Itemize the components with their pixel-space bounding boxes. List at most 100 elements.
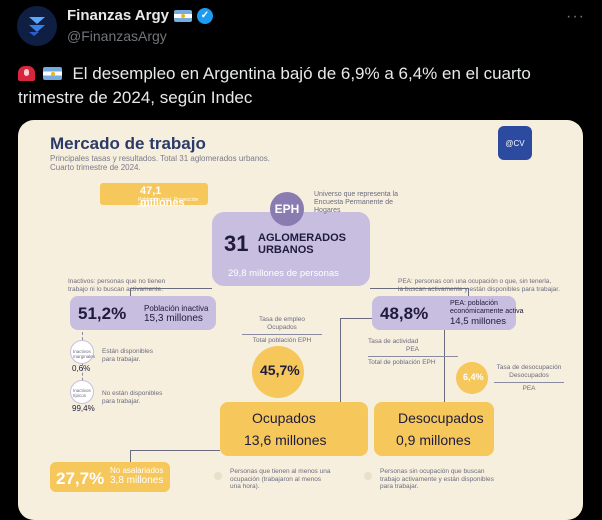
desocupados-note-2: trabajo activamente y están disponibles: [380, 475, 494, 483]
ocupados-note-3: una hora).: [230, 483, 260, 490]
no-asalariados-label-1: No asalariados: [110, 466, 164, 475]
actividad-label-1: Tasa de actividad: [368, 338, 419, 345]
siren-emoji-icon: [18, 66, 35, 81]
population-badge: 47,1 millones Población total. Proyecció…: [100, 183, 208, 209]
infographic-subtitle: Principales tasas y resultados. Total 31…: [50, 154, 270, 172]
desocupados-note-3: para trabajar.: [380, 483, 419, 490]
ocupados-value: 13,6 millones: [244, 432, 327, 448]
pea-note: PEA: personas con una ocupación o que, s…: [398, 278, 560, 293]
tweet-text: El desempleo en Argentina bajó de 6,9% a…: [18, 62, 583, 110]
tipicos-percent: 99,4%: [72, 404, 95, 413]
profile-avatar[interactable]: [17, 6, 57, 46]
verified-badge-icon: ✓: [196, 7, 213, 24]
pea-label-3: 14,5 millones: [450, 316, 506, 327]
account-name[interactable]: Finanzas Argy: [67, 7, 169, 24]
finanzas-logo-icon: [29, 17, 45, 36]
dashed-connector: [82, 332, 83, 396]
actividad-label-3: Total de población EPH: [368, 356, 458, 367]
connector-line: [340, 318, 341, 404]
connector-line: [370, 288, 468, 289]
no-asalariados-percent: 27,7%: [56, 469, 105, 488]
population-value: 47,1 millones: [140, 185, 185, 209]
marginales-label-1: Inactivos: [73, 349, 91, 354]
empleo-labels: Tasa de empleo Ocupados Total población …: [242, 316, 322, 345]
connector-line: [130, 288, 131, 296]
desocupacion-percent: 6,4%: [463, 372, 484, 382]
ocupados-note: Personas que tienen al menos una ocupaci…: [230, 468, 330, 491]
marginales-note-2: para trabajar.: [102, 355, 141, 363]
eph-description-2: Encuesta Permanente de Hogares: [314, 199, 393, 214]
ocupados-dot: [214, 472, 222, 480]
tweet-body: El desempleo en Argentina bajó de 6,9% a…: [18, 64, 531, 107]
tipicos-label-2: típicos: [73, 393, 87, 398]
desocupacion-circle: [456, 362, 488, 394]
cv-logo-icon: @CV: [498, 126, 532, 160]
aglomerados-number: 31: [224, 231, 249, 256]
connector-line: [130, 450, 220, 451]
no-asalariados-label-2: 3,8 millones: [110, 475, 164, 486]
tipicos-label: Inactivos típicos: [73, 388, 91, 398]
connector-line: [130, 450, 131, 462]
ocupados-note-1: Personas que tienen al menos una: [230, 468, 331, 475]
empleo-label-2: Ocupados: [267, 323, 297, 331]
desocupados-value: 0,9 millones: [396, 432, 471, 448]
eph-people: 29,8 millones de personas: [228, 268, 339, 279]
ocupados-note-2: ocupación (trabajaron al menos: [230, 475, 322, 483]
inactivos-note-1: Inactivos: personas que no tienen: [68, 278, 166, 285]
empleo-label-3: Total población EPH: [242, 334, 322, 345]
pea-percent: 48,8%: [380, 304, 429, 323]
desocupados-label: Desocupados: [398, 410, 484, 426]
pea-note-1: PEA: personas con una ocupación o que, s…: [398, 278, 552, 285]
eph-description-1: Universo que representa la: [314, 191, 399, 198]
aglomerados-label-1: AGLOMERADOS: [258, 232, 346, 244]
cv-logo-text: @CV: [505, 138, 525, 148]
connector-line: [340, 318, 372, 319]
pea-box: [372, 296, 516, 330]
actividad-labels: Tasa de actividad PEA Total de población…: [368, 338, 458, 367]
desocupados-note: Personas sin ocupación que buscan trabaj…: [380, 468, 494, 491]
connector-line: [444, 330, 445, 404]
inactivos-note-2: trabajo ni lo buscan activamente.: [68, 285, 164, 293]
tipicos-note-2: para trabajar.: [102, 397, 141, 405]
desocupados-box: [374, 402, 494, 456]
pea-note-2: la buscan activamente y están disponible…: [398, 285, 560, 293]
more-options-icon[interactable]: ···: [566, 8, 585, 25]
eph-description: Universo que representa la Encuesta Perm…: [314, 191, 414, 215]
desocupacion-label-2: Desocupados: [509, 371, 549, 379]
subtitle-line-2: Cuarto trimestre de 2024.: [50, 163, 141, 172]
desocupacion-label-3: PEA: [494, 382, 564, 393]
marginales-note-1: Están disponibles: [102, 348, 153, 355]
population-caption: Población total. Proyección 2024: [138, 197, 199, 209]
infographic-title: Mercado de trabajo: [50, 134, 206, 153]
tipicos-note-1: No están disponibles: [102, 390, 163, 397]
tipicos-label-1: Inactivos: [73, 388, 91, 393]
marginales-circle: [70, 340, 94, 364]
ocupados-label: Ocupados: [252, 410, 316, 426]
argentina-flag-icon: [173, 9, 192, 22]
account-name-row[interactable]: Finanzas Argy ✓: [67, 7, 213, 24]
desocupacion-label-1: Tasa de desocupación: [496, 364, 562, 371]
marginales-label-2: marginales: [73, 354, 96, 359]
empleo-label-1: Tasa de empleo: [259, 316, 305, 323]
empleo-circle: [252, 346, 304, 398]
eph-badge: EPH: [270, 192, 304, 226]
desocupados-note-1: Personas sin ocupación que buscan: [380, 468, 485, 475]
inactivos-box: [70, 296, 216, 330]
inactivos-note: Inactivos: personas que no tienen trabaj…: [68, 278, 165, 293]
infographic-image[interactable]: Mercado de trabajo Principales tasas y r…: [18, 120, 583, 520]
tipicos-note: No están disponibles para trabajar.: [102, 390, 162, 405]
pea-label-1: PEA: población: [450, 300, 498, 307]
inactivos-percent: 51,2%: [78, 304, 127, 323]
pea-labels: PEA: población económicamente activa 14,…: [450, 300, 524, 327]
empleo-percent: 45,7%: [260, 362, 300, 378]
subtitle-line-1: Principales tasas y resultados. Total 31…: [50, 154, 270, 163]
actividad-label-2: PEA: [406, 345, 420, 353]
tipicos-circle: [70, 380, 94, 404]
connector-line: [130, 288, 212, 289]
pea-label-2: económicamente activa: [450, 308, 524, 315]
ocupados-box: [220, 402, 368, 456]
marginales-percent: 0,6%: [72, 364, 91, 373]
connector-line: [468, 288, 469, 296]
account-handle[interactable]: @FinanzasArgy: [67, 28, 167, 44]
aglomerados-label-2: URBANOS: [258, 244, 314, 256]
